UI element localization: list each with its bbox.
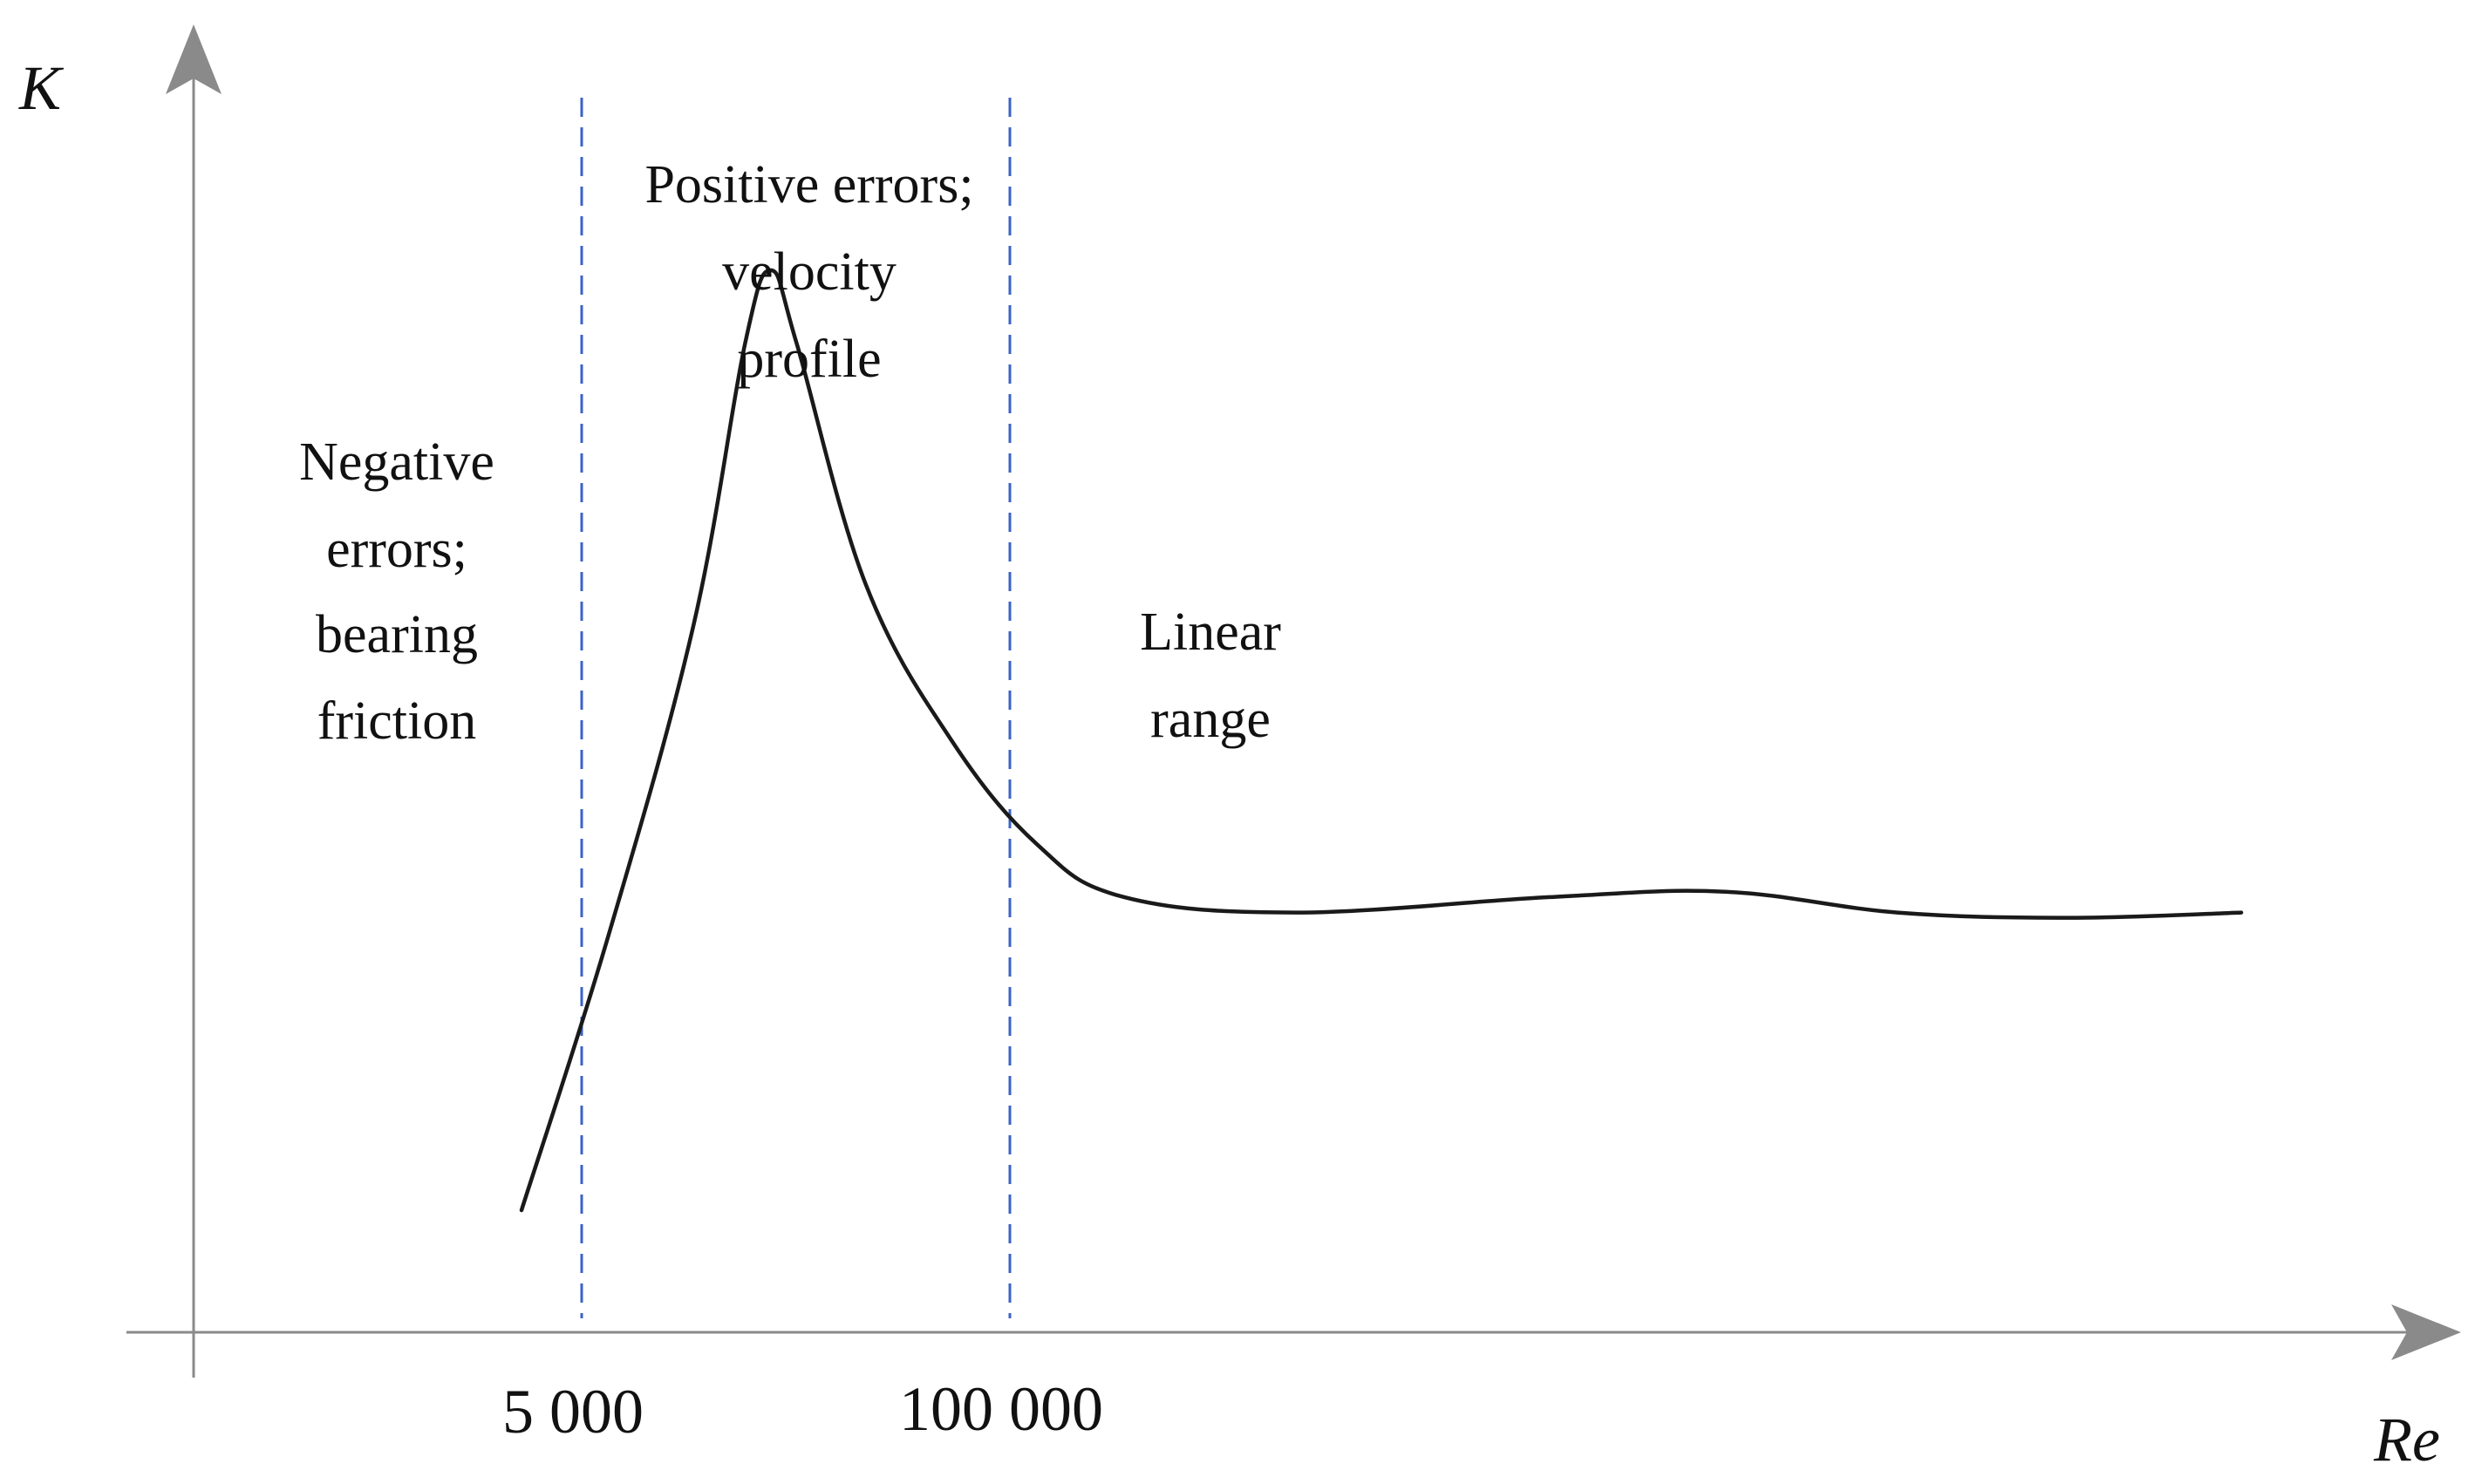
y-axis-label: K xyxy=(18,53,65,123)
annotation-line: friction xyxy=(317,691,477,751)
annotation-line: velocity xyxy=(722,242,897,302)
x-axis-label: Re xyxy=(2373,1405,2440,1474)
annotation-line: Linear xyxy=(1140,602,1281,662)
x-tick-label-5000: 5 000 xyxy=(502,1377,644,1447)
series-line-k xyxy=(519,268,2244,1213)
annotation-line: Positive errors; xyxy=(644,155,973,214)
annotation-line: errors; xyxy=(326,520,467,579)
x-tick-label-100000: 100 000 xyxy=(899,1374,1103,1444)
annotation-line: range xyxy=(1150,690,1271,749)
region-boundaries xyxy=(580,98,1012,1318)
annotation-line: profile xyxy=(737,330,881,389)
region-annotation-positive: Positive errors; velocity profile xyxy=(644,155,973,389)
region-annotation-linear: Linear range xyxy=(1140,602,1281,749)
region-annotation-negative: Negative errors; bearing friction xyxy=(299,432,494,751)
axes xyxy=(126,24,2461,1378)
annotation-line: bearing xyxy=(316,605,478,664)
x-axis-arrow-icon xyxy=(2391,1304,2461,1360)
y-axis-arrow-icon xyxy=(166,24,222,94)
annotation-line: Negative xyxy=(299,432,494,492)
